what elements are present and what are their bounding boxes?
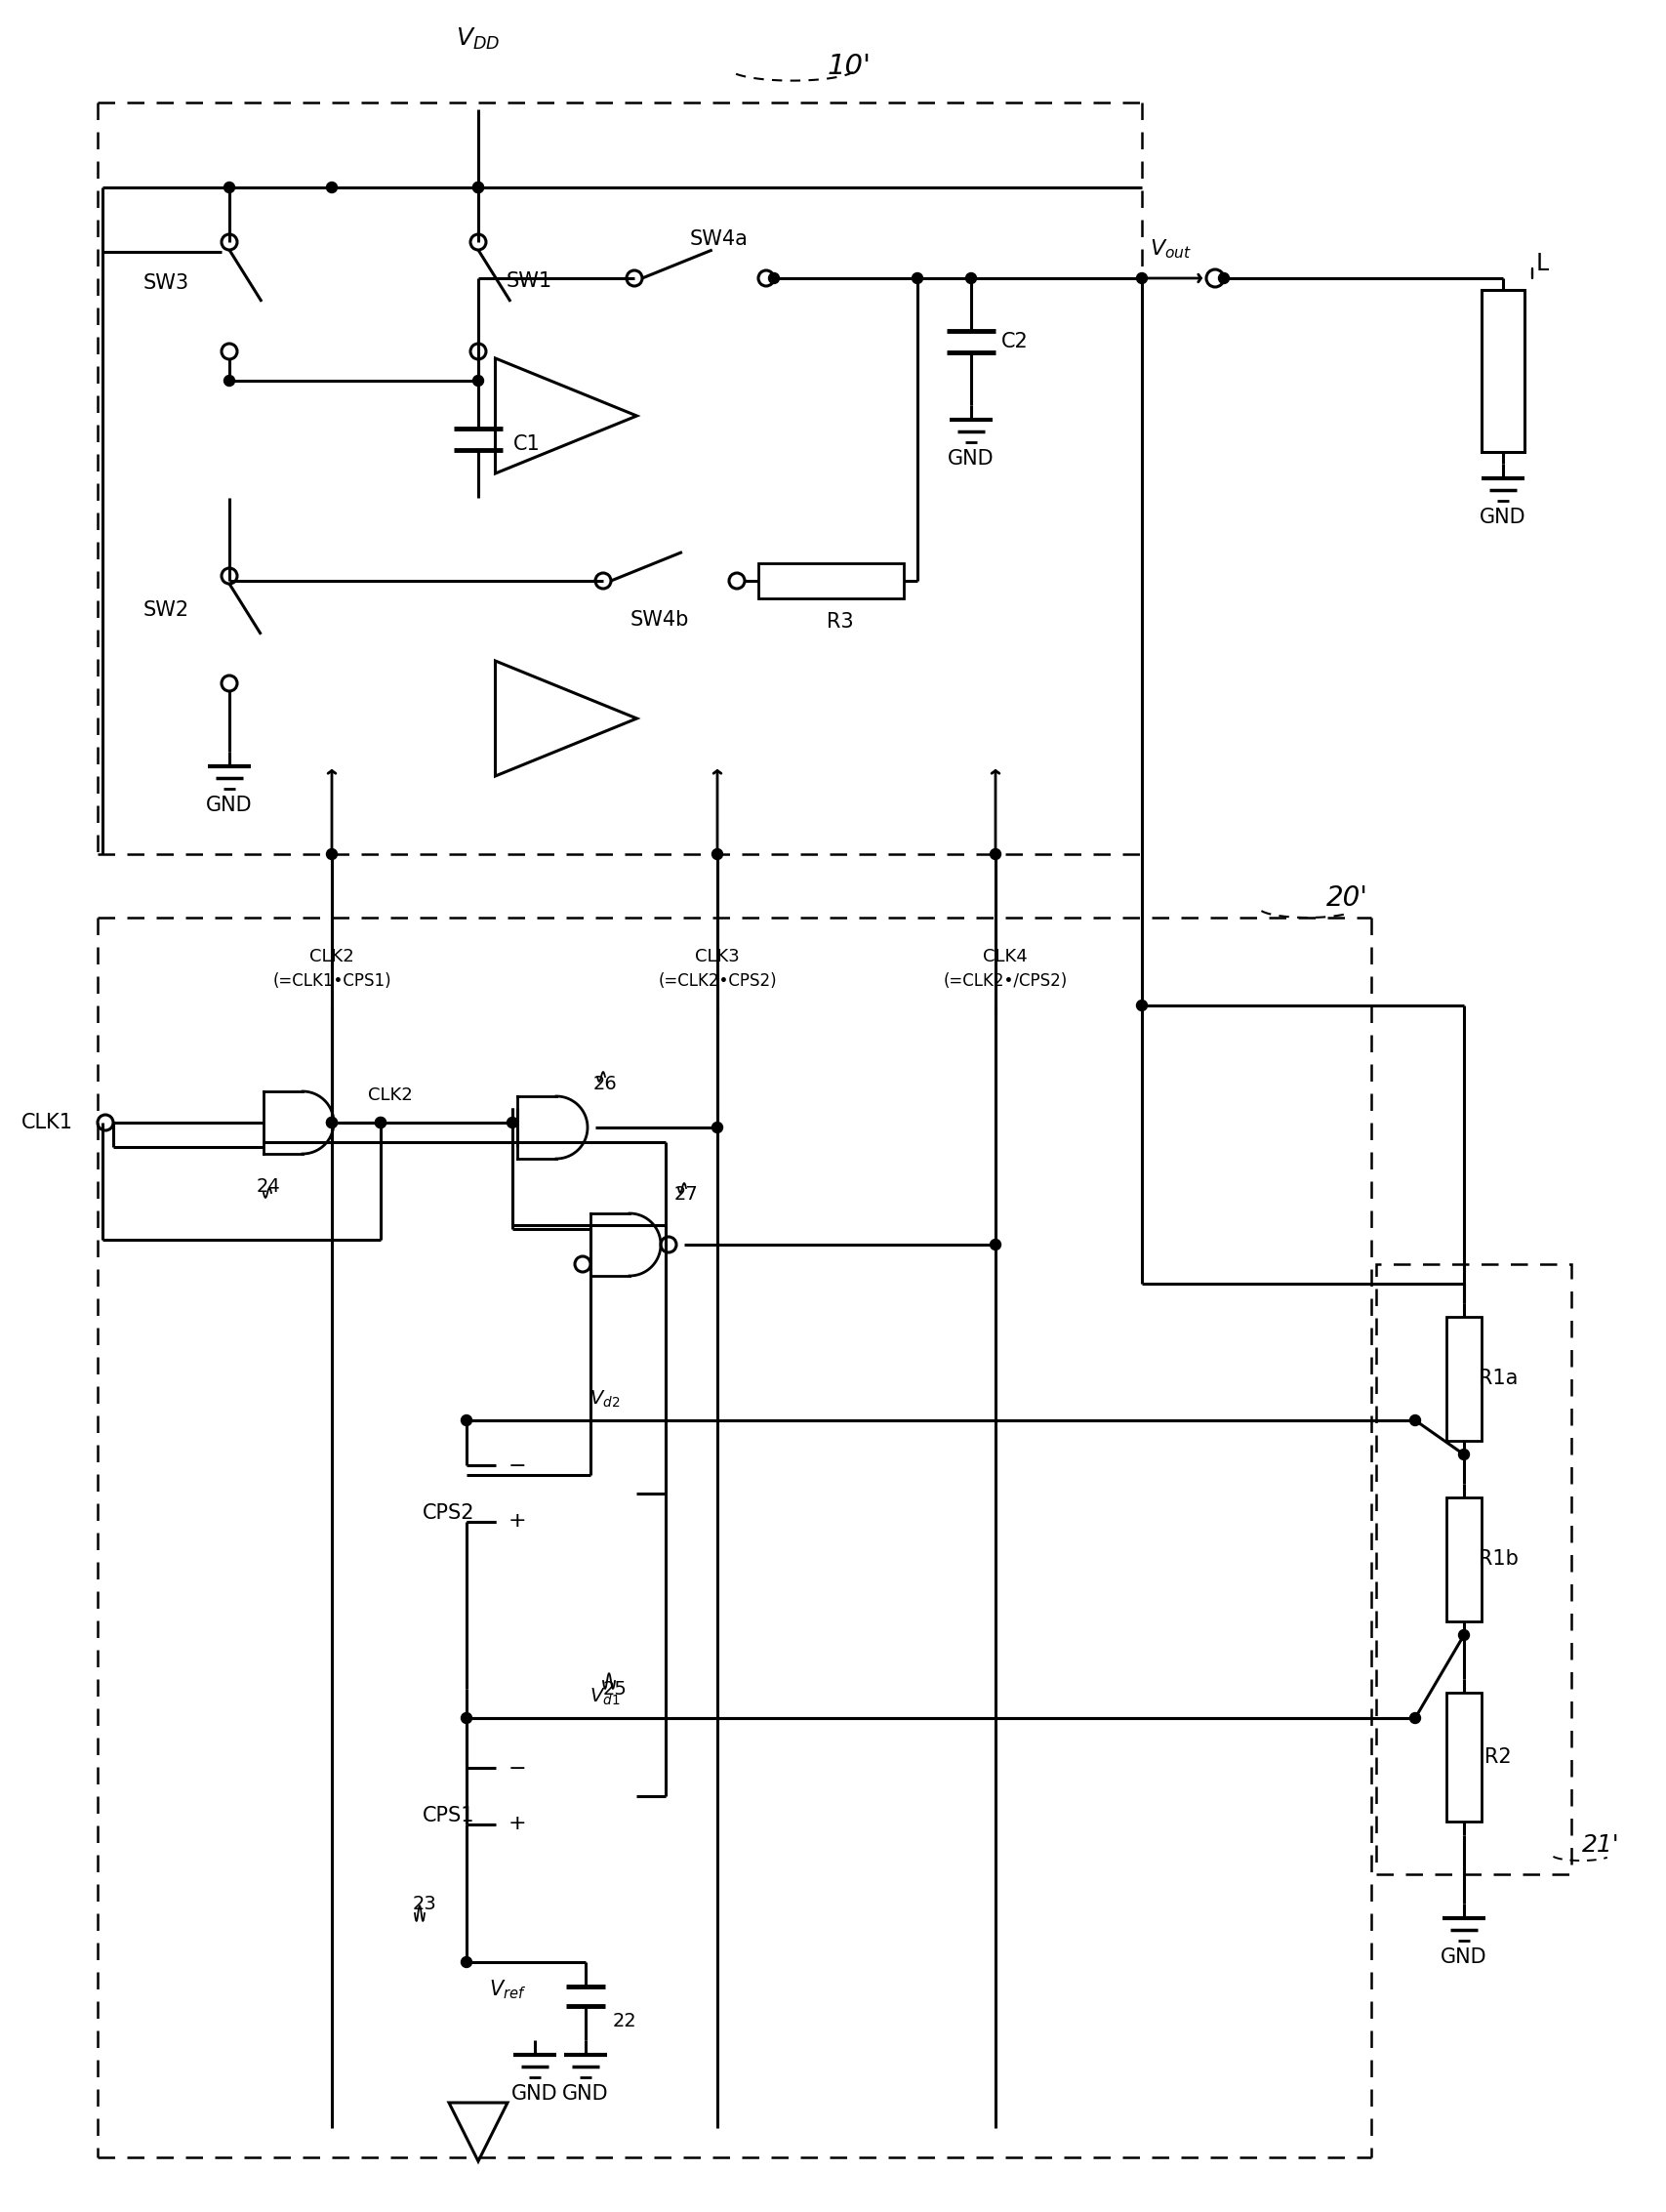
Text: CLK3: CLK3 (695, 949, 740, 964)
Text: R2: R2 (1484, 1747, 1511, 1767)
Text: 24: 24 (257, 1177, 280, 1194)
Bar (1446, 1692, 1481, 1820)
Circle shape (1218, 272, 1228, 283)
Text: R1b: R1b (1478, 1548, 1518, 1568)
Circle shape (1409, 1416, 1419, 1427)
Bar (1376, 1263, 1571, 1874)
Text: (=CLK1•CPS1): (=CLK1•CPS1) (272, 973, 392, 989)
Text: 26: 26 (593, 1075, 616, 1093)
Circle shape (327, 181, 337, 192)
Text: C2: C2 (1001, 332, 1028, 352)
Text: R1a: R1a (1478, 1369, 1518, 1389)
Circle shape (375, 1117, 387, 1128)
Circle shape (1458, 1449, 1468, 1460)
Bar (1481, 290, 1524, 451)
Text: CLK2: CLK2 (310, 949, 353, 964)
Circle shape (965, 272, 976, 283)
Text: 10': 10' (826, 53, 871, 80)
Circle shape (473, 181, 483, 192)
Text: GND: GND (1439, 1947, 1486, 1966)
Circle shape (327, 1117, 337, 1128)
Circle shape (327, 849, 337, 860)
Text: $V_{ref}$: $V_{ref}$ (488, 1978, 526, 2002)
Text: +: + (508, 1814, 525, 1834)
Text: GND: GND (1479, 507, 1526, 526)
Circle shape (1136, 1000, 1146, 1011)
Text: $V_{out}$: $V_{out}$ (1150, 237, 1191, 261)
Text: GND: GND (511, 2084, 558, 2104)
Text: C1: C1 (513, 434, 540, 453)
Text: L: L (1534, 252, 1548, 274)
Text: SW4a: SW4a (690, 230, 748, 250)
Text: SW3: SW3 (143, 274, 188, 292)
Circle shape (768, 272, 780, 283)
Text: CPS2: CPS2 (423, 1504, 475, 1522)
Text: 21': 21' (1581, 1834, 1618, 1856)
Circle shape (711, 849, 723, 860)
Text: GND: GND (207, 796, 253, 814)
Circle shape (990, 849, 1000, 860)
Circle shape (473, 181, 483, 192)
Circle shape (990, 1239, 1000, 1250)
Text: −: − (508, 1458, 525, 1475)
Text: CPS1: CPS1 (423, 1805, 475, 1825)
Text: 20': 20' (1324, 885, 1368, 911)
Text: GND: GND (948, 449, 993, 469)
Circle shape (461, 1712, 471, 1723)
Circle shape (1458, 1630, 1468, 1641)
Text: R3: R3 (826, 613, 853, 633)
Circle shape (1136, 272, 1146, 283)
Circle shape (223, 181, 235, 192)
Text: $V_{d1}$: $V_{d1}$ (590, 1686, 620, 1708)
Circle shape (911, 272, 923, 283)
Circle shape (327, 1117, 337, 1128)
Text: (=CLK2•CPS2): (=CLK2•CPS2) (658, 973, 776, 989)
Text: 27: 27 (673, 1186, 698, 1203)
Bar (758, 564, 903, 599)
Bar (1446, 1498, 1481, 1621)
Circle shape (461, 1416, 471, 1427)
Circle shape (506, 1117, 518, 1128)
Text: CLK1: CLK1 (22, 1113, 73, 1133)
Bar (1446, 1316, 1481, 1440)
Text: −: − (508, 1759, 525, 1778)
Text: CLK4: CLK4 (983, 949, 1026, 964)
Text: SW1: SW1 (506, 272, 551, 292)
Circle shape (375, 1117, 387, 1128)
Circle shape (1409, 1712, 1419, 1723)
Text: GND: GND (561, 2084, 608, 2104)
Text: +: + (508, 1511, 525, 1531)
Text: CLK2: CLK2 (368, 1086, 413, 1104)
Text: 25: 25 (603, 1679, 626, 1699)
Text: 23: 23 (412, 1893, 436, 1913)
Text: (=CLK2•/CPS2): (=CLK2•/CPS2) (943, 973, 1066, 989)
Circle shape (461, 1958, 471, 1966)
Text: SW2: SW2 (143, 599, 188, 619)
Text: $V_{DD}$: $V_{DD}$ (456, 27, 500, 51)
Circle shape (223, 376, 235, 387)
Text: $V_{d2}$: $V_{d2}$ (590, 1389, 620, 1409)
Text: 22: 22 (611, 2011, 636, 2031)
Circle shape (473, 376, 483, 387)
Text: SW4b: SW4b (630, 611, 688, 630)
Circle shape (711, 1121, 723, 1133)
